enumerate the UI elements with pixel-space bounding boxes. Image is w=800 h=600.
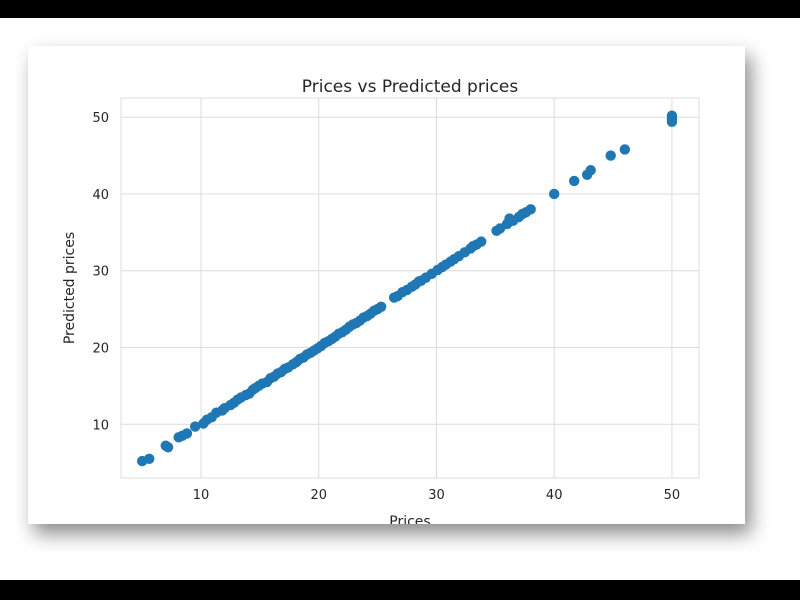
- y-tick-label: 40: [92, 188, 109, 203]
- data-point: [144, 453, 155, 465]
- x-tick-label: 40: [546, 488, 563, 503]
- y-tick-label: 50: [92, 111, 109, 126]
- scatter-chart: 10 20 30 40 50 10 20 30 40 50 Prices vs Predicte…: [62, 77, 700, 524]
- x-tick-label: 10: [193, 488, 210, 503]
- data-point: [476, 236, 487, 247]
- screenshot-background: 10 20 30 40 50 10 20 30 40 50 Prices vs Predicte…: [0, 18, 800, 580]
- y-tick-label: 30: [92, 265, 109, 280]
- data-point: [549, 188, 560, 200]
- x-tick-label: 20: [310, 488, 327, 503]
- data-points: [136, 110, 678, 467]
- data-point: [189, 421, 201, 432]
- y-axis-label: Predicted prices: [62, 232, 78, 344]
- chart-title: Prices vs Predicted prices: [302, 77, 519, 97]
- data-point: [181, 428, 193, 439]
- chart-figure: 10 20 30 40 50 10 20 30 40 50 Prices vs Predicte…: [28, 46, 745, 524]
- x-tick-label: 50: [664, 488, 681, 503]
- y-tick-label: 20: [92, 341, 109, 356]
- data-point: [619, 144, 631, 155]
- grid-lines: [121, 98, 699, 478]
- y-tick-labels: 10 20 30 40 50: [92, 111, 109, 433]
- y-tick-label: 10: [92, 418, 109, 433]
- data-point: [525, 204, 536, 215]
- x-tick-labels: 10 20 30 40 50: [193, 488, 680, 503]
- x-tick-label: 30: [428, 488, 445, 503]
- data-point: [569, 175, 580, 187]
- data-point: [162, 442, 174, 453]
- data-point: [605, 150, 616, 161]
- data-point: [375, 301, 387, 313]
- x-axis-label: Prices: [389, 514, 430, 524]
- data-point: [666, 116, 678, 127]
- data-point: [585, 164, 596, 176]
